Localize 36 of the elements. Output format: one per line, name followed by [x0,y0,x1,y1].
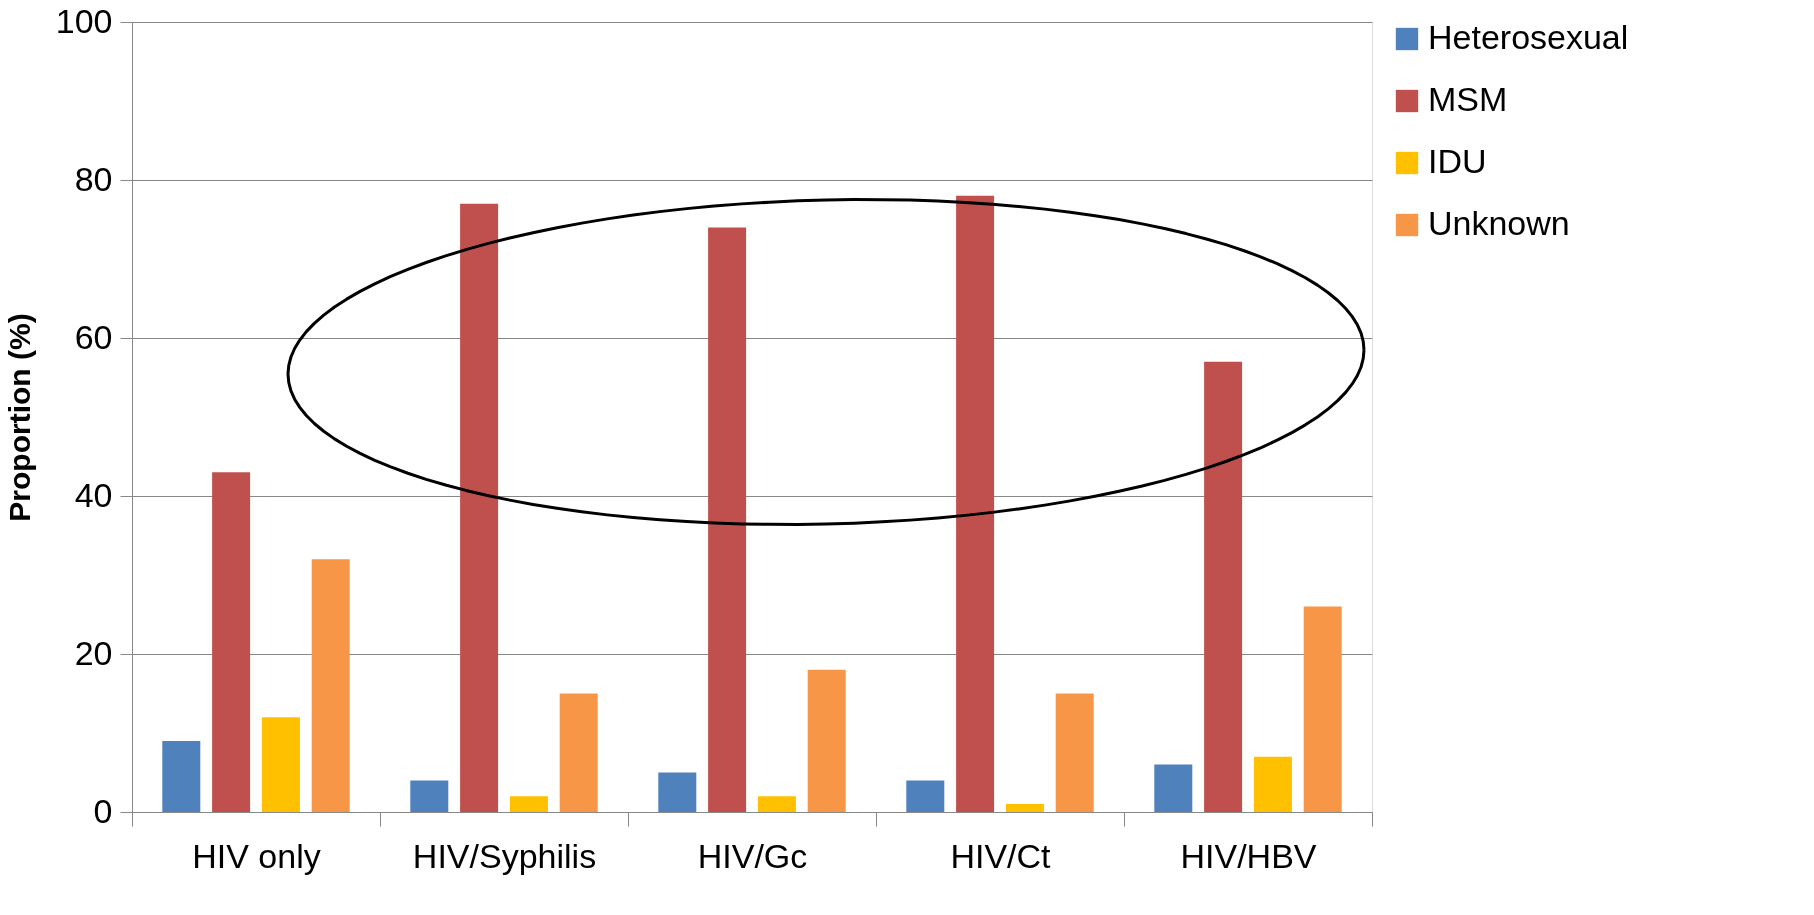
legend-label: MSM [1428,80,1508,118]
bar [708,227,747,812]
x-tick-label: HIV/Gc [697,836,808,875]
y-tick-label: 0 [93,791,113,830]
bar [162,740,201,812]
bar [410,780,449,812]
y-tick-label: 20 [74,633,113,672]
bar [1204,361,1243,812]
bar [1303,606,1342,812]
bar [1055,693,1094,812]
bar [757,796,796,812]
bar [559,693,598,812]
bar [509,796,548,812]
legend-label: Heterosexual [1428,18,1629,56]
y-axis-title: Proportion (%) [2,313,36,522]
y-tick-label: 60 [74,317,113,356]
legend-label: IDU [1428,142,1487,180]
legend-label: Unknown [1428,204,1570,242]
bar [311,559,350,812]
x-tick-label: HIV only [192,836,321,875]
y-tick-label: 80 [74,159,113,198]
bar [1154,764,1193,812]
bar [460,203,499,812]
bar [261,717,300,812]
bar [906,780,945,812]
x-tick-label: HIV/HBV [1180,836,1317,875]
x-tick-label: HIV/Ct [950,836,1052,875]
bar [956,195,995,812]
y-tick-label: 100 [55,1,113,40]
bar [807,669,846,812]
x-tick-label: HIV/Syphilis [412,836,597,875]
bar [1253,756,1292,812]
bar [212,472,251,812]
y-tick-label: 40 [74,475,113,514]
bar [658,772,697,812]
bar [1005,804,1044,812]
